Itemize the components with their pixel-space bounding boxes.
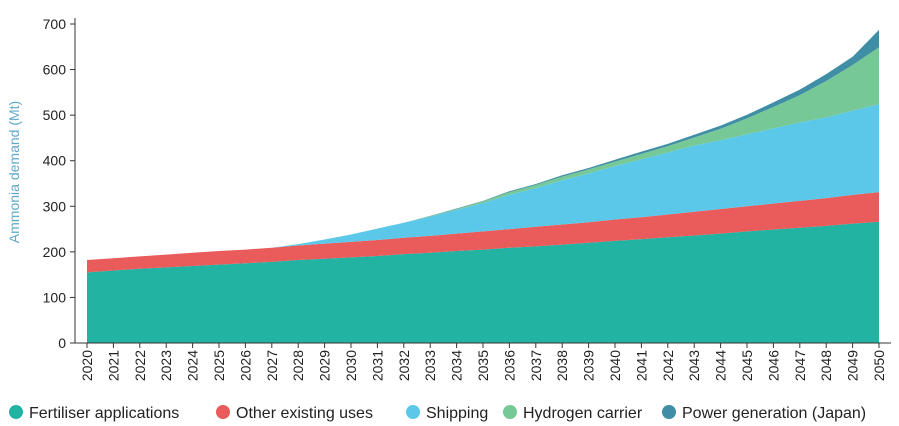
legend-label: Fertiliser applications [29, 405, 179, 422]
y-tick-label: 700 [43, 16, 67, 32]
x-tick-label: 2036 [501, 350, 517, 381]
legend-swatch [9, 405, 23, 419]
x-tick-label: 2032 [396, 350, 412, 381]
legend-item-shipping: Shipping [406, 405, 488, 422]
x-tick-label: 2043 [686, 350, 702, 381]
x-tick-label: 2026 [237, 350, 253, 381]
x-tick-label: 2048 [818, 350, 834, 381]
legend-label: Hydrogen carrier [523, 405, 643, 422]
x-tick-label: 2034 [449, 350, 465, 381]
legend-swatch [216, 405, 230, 419]
legend-item-fertiliser-applications: Fertiliser applications [9, 405, 179, 422]
x-tick-label: 2020 [79, 350, 95, 381]
x-tick-label: 2042 [660, 350, 676, 381]
x-tick-label: 2049 [845, 350, 861, 381]
y-tick-label: 600 [43, 62, 67, 78]
area-other-existing-uses [87, 192, 879, 273]
legend-swatch [503, 405, 517, 419]
x-tick-label: 2040 [607, 350, 623, 381]
legend: Fertiliser applications Other existing us… [9, 405, 866, 422]
x-tick-label: 2023 [158, 350, 174, 381]
y-tick-label: 200 [43, 244, 67, 260]
legend-swatch [406, 405, 420, 419]
x-tick-label: 2030 [343, 350, 359, 381]
ticks-layer: 0 100 200 300 400 500 600 700 2020 2021 2022 2023 20… [43, 16, 887, 381]
y-axis-label: Ammonia demand (Mt) [6, 101, 22, 243]
y-tick-label: 500 [43, 107, 67, 123]
area-shipping [87, 104, 879, 261]
x-tick-label: 2024 [185, 350, 201, 381]
x-tick-label: 2038 [554, 350, 570, 381]
legend-item-hydrogen-carrier: Hydrogen carrier [503, 405, 643, 422]
x-tick-label: 2047 [792, 350, 808, 381]
x-tick-label: 2022 [132, 350, 148, 381]
legend-label: Shipping [426, 405, 488, 422]
x-tick-label: 2031 [369, 350, 385, 381]
y-tick-label: 100 [43, 289, 67, 305]
x-tick-label: 2039 [581, 350, 597, 381]
legend-swatch [662, 405, 676, 419]
x-tick-label: 2028 [290, 350, 306, 381]
legend-item-other-existing-uses: Other existing uses [216, 405, 373, 422]
legend-label: Other existing uses [236, 405, 373, 422]
x-tick-label: 2044 [713, 350, 729, 381]
x-tick-label: 2035 [475, 350, 491, 381]
x-tick-label: 2046 [765, 350, 781, 381]
x-tick-label: 2045 [739, 350, 755, 381]
legend-item-power-generation-japan: Power generation (Japan) [662, 405, 866, 422]
areas-layer [87, 29, 879, 343]
x-tick-label: 2050 [871, 350, 887, 381]
x-tick-label: 2029 [317, 350, 333, 381]
y-tick-label: 0 [58, 335, 66, 351]
x-tick-label: 2037 [528, 350, 544, 381]
x-tick-label: 2021 [105, 350, 121, 381]
y-tick-label: 300 [43, 198, 67, 214]
x-tick-label: 2041 [633, 350, 649, 381]
x-tick-label: 2027 [264, 350, 280, 381]
x-tick-label: 2033 [422, 350, 438, 381]
x-tick-label: 2025 [211, 350, 227, 381]
area-fertiliser-applications [87, 221, 879, 343]
legend-label: Power generation (Japan) [682, 405, 866, 422]
y-tick-label: 400 [43, 153, 67, 169]
